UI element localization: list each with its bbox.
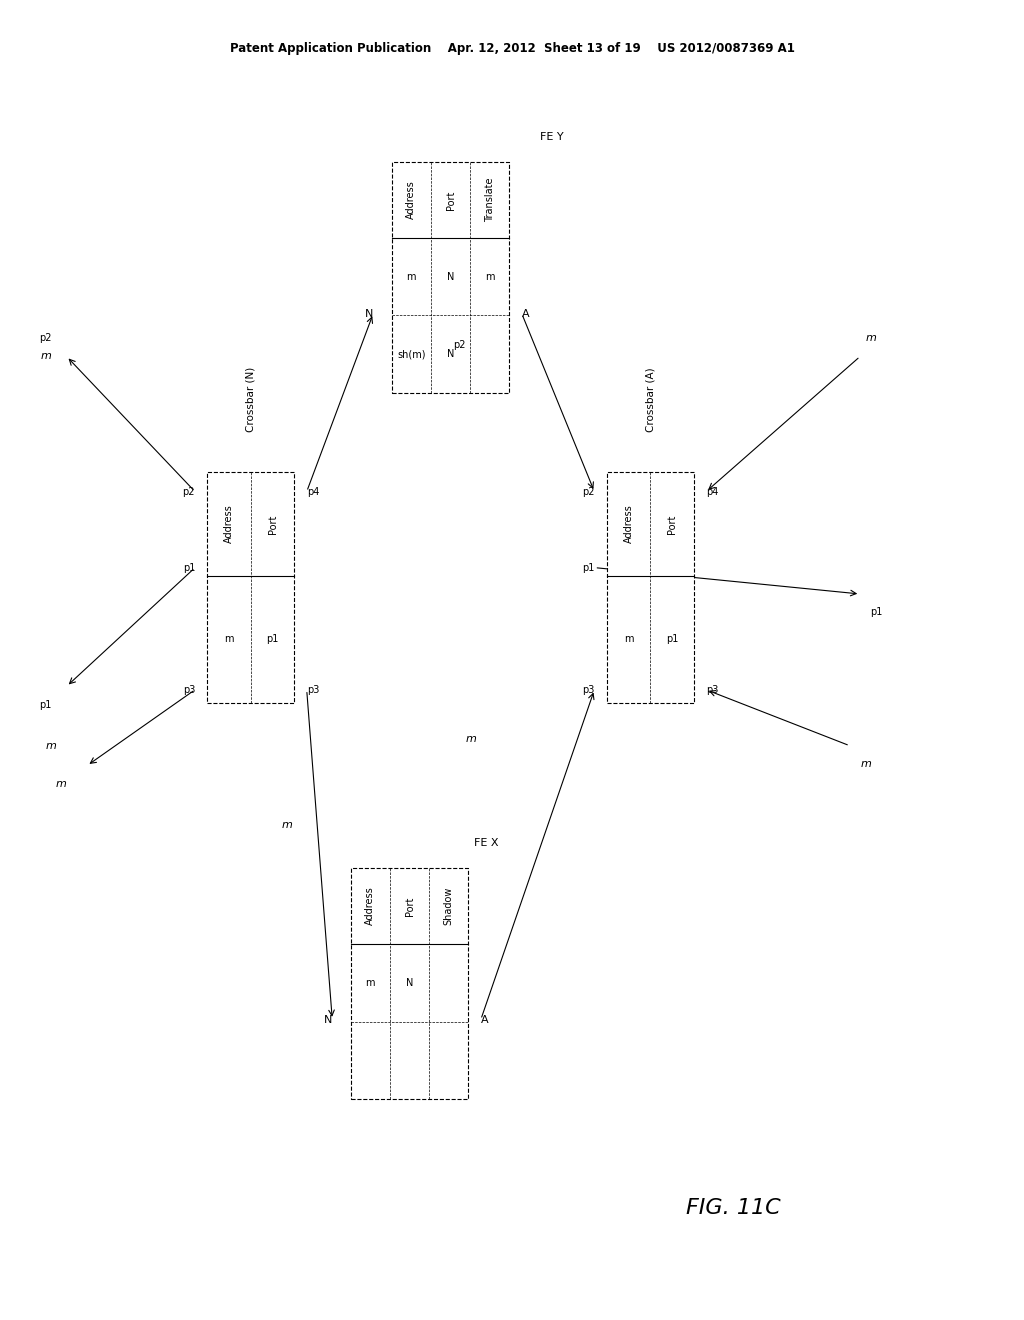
Text: m: m: [224, 635, 233, 644]
Text: m: m: [860, 759, 871, 770]
Text: p1: p1: [182, 562, 195, 573]
Text: m: m: [466, 734, 476, 744]
FancyBboxPatch shape: [391, 162, 510, 393]
Text: p3: p3: [582, 685, 594, 694]
Text: p2: p2: [582, 487, 594, 496]
Text: FIG. 11C: FIG. 11C: [686, 1197, 780, 1218]
Text: p1: p1: [39, 700, 51, 710]
FancyBboxPatch shape: [207, 471, 295, 702]
Text: p2: p2: [39, 333, 51, 343]
Text: Address: Address: [366, 887, 376, 925]
Text: m: m: [45, 741, 56, 751]
Text: m: m: [407, 272, 416, 281]
Text: Address: Address: [624, 504, 634, 544]
Text: p4: p4: [307, 487, 319, 496]
Text: sh(m): sh(m): [397, 348, 426, 359]
Text: Crossbar (N): Crossbar (N): [246, 367, 256, 432]
Text: Port: Port: [667, 515, 677, 533]
Text: N: N: [324, 1015, 332, 1024]
FancyBboxPatch shape: [350, 869, 469, 1098]
Text: Translate: Translate: [484, 178, 495, 222]
Text: N: N: [365, 309, 373, 318]
Text: p2: p2: [454, 339, 466, 350]
Text: m: m: [865, 333, 877, 343]
Text: Crossbar (A): Crossbar (A): [645, 368, 655, 432]
Text: A: A: [481, 1015, 488, 1024]
Text: m: m: [485, 272, 495, 281]
Text: m: m: [55, 779, 67, 789]
Text: p1: p1: [870, 607, 883, 618]
Text: p3: p3: [182, 685, 195, 694]
Text: p1: p1: [666, 635, 678, 644]
Text: Shadow: Shadow: [443, 887, 454, 925]
FancyBboxPatch shape: [606, 471, 694, 702]
Text: Patent Application Publication    Apr. 12, 2012  Sheet 13 of 19    US 2012/00873: Patent Application Publication Apr. 12, …: [229, 42, 795, 55]
Text: p1: p1: [266, 635, 279, 644]
Text: N: N: [406, 978, 414, 987]
Text: p4: p4: [707, 487, 719, 496]
Text: p3: p3: [307, 685, 319, 694]
Text: m: m: [624, 635, 633, 644]
Text: A: A: [521, 309, 529, 318]
Text: Port: Port: [445, 190, 456, 210]
Text: N: N: [446, 348, 455, 359]
Text: p2: p2: [182, 487, 195, 496]
Text: FE Y: FE Y: [541, 132, 564, 141]
Text: p1: p1: [582, 562, 594, 573]
Text: Address: Address: [407, 181, 417, 219]
Text: m: m: [282, 820, 292, 830]
Text: Port: Port: [404, 896, 415, 916]
Text: m: m: [366, 978, 375, 987]
Text: Address: Address: [224, 504, 234, 544]
Text: p3: p3: [707, 685, 719, 694]
Text: FE X: FE X: [473, 838, 498, 847]
Text: N: N: [446, 272, 455, 281]
Text: Port: Port: [267, 515, 278, 533]
Text: m: m: [40, 351, 51, 362]
